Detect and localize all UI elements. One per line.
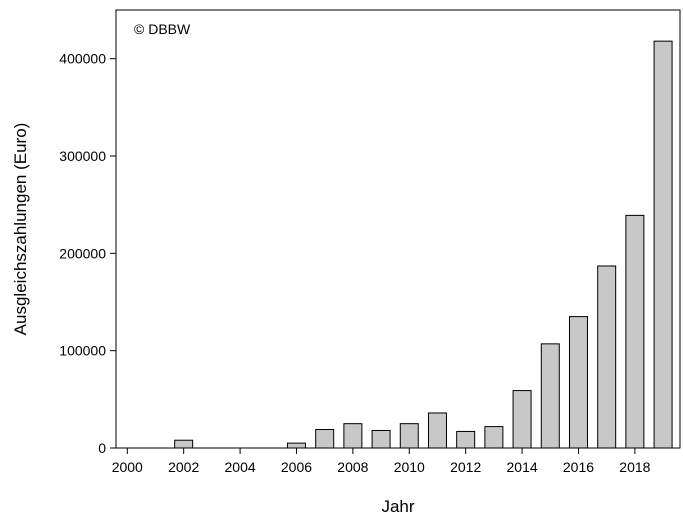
x-tick-label: 2002 [168,459,199,475]
bar-2012 [456,430,476,449]
bar-2002 [174,439,194,449]
bar-2008 [343,423,363,449]
bar-2016 [568,316,588,449]
bar-2014 [512,390,532,449]
x-tick-label: 2008 [337,459,368,475]
x-axis-title: Jahr [381,497,414,516]
bar-2013 [484,426,504,449]
bar-2018 [625,214,645,449]
bar-2015 [540,343,560,449]
x-tick-label: 2004 [225,459,256,475]
y-tick-label: 100000 [59,343,106,359]
copyright-annotation: © DBBW [134,21,191,37]
y-axis-title: Ausgleichszahlungen (Euro) [11,123,30,336]
bar-2009 [371,429,391,449]
x-tick-label: 2012 [450,459,481,475]
x-tick-label: 2016 [563,459,594,475]
x-tick-label: 2010 [394,459,425,475]
bar-2011 [427,412,447,449]
bar-2019 [653,40,673,449]
bar-2006 [286,442,306,449]
bar-2017 [597,265,617,449]
bars-group [174,40,673,449]
bar-2010 [399,423,419,449]
y-tick-label: 0 [98,440,106,456]
x-tick-label: 2006 [281,459,312,475]
x-tick-label: 2018 [619,459,650,475]
y-tick-label: 400000 [59,51,106,67]
x-tick-label: 2014 [507,459,538,475]
plot-frame [115,9,681,449]
x-axis-ticks: 2000 2002 2004 2006 2008 2010 2012 2014 2016 2018 [112,448,651,475]
x-tick-label: 2000 [112,459,143,475]
y-tick-label: 200000 [59,245,106,261]
y-axis-ticks: 0 100000 200000 300000 400000 [59,51,116,456]
y-tick-label: 300000 [59,148,106,164]
bar-2007 [315,429,335,449]
